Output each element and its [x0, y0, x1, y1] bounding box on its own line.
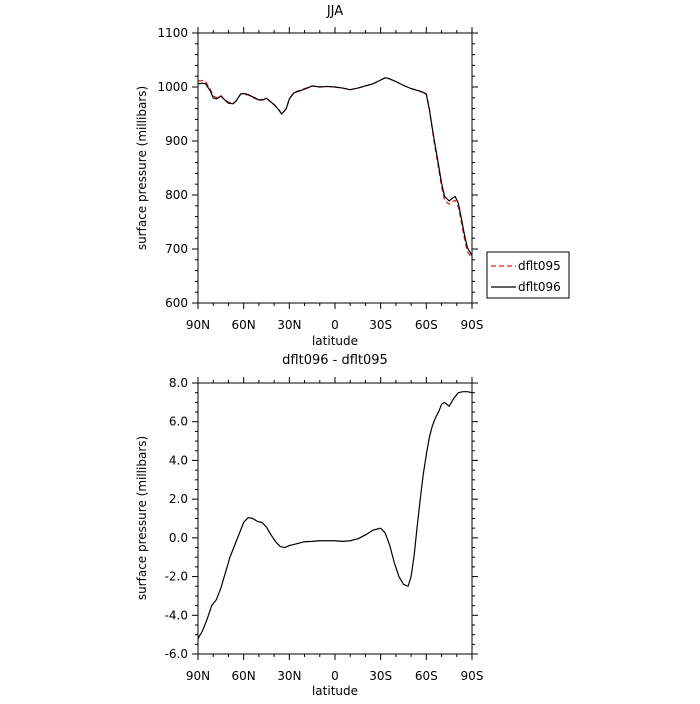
- bottom-chart-plot-frame: [197, 382, 473, 655]
- top-chart-x-tick-label: 90N: [186, 318, 210, 332]
- top-chart-x-tick-label: 60S: [415, 318, 438, 332]
- legend: dflt095 dflt096: [486, 251, 570, 299]
- bottom-chart-y-tick-labels: -6.0 -4.0 -2.0 0.0 2.0 4.0 6.0 8.0: [165, 376, 188, 661]
- legend-label-dflt096: dflt096: [518, 280, 561, 294]
- bottom-chart-x-axis-label: latitude: [312, 684, 358, 698]
- top-chart-panel: JJA 600 700 800 900 1000 1100 90N 60N 30N 0 30S 60…: [135, 4, 570, 348]
- bottom-chart-series-group: [197, 391, 473, 639]
- top-chart-y-tick-label: 700: [165, 242, 188, 256]
- top-chart-y-tick-label: 600: [165, 296, 188, 310]
- bottom-chart-y-tick-label: -6.0: [165, 647, 188, 661]
- bottom-chart-y-tick-label: 4.0: [169, 453, 188, 467]
- bottom-chart-y-tick-label: 8.0: [169, 376, 188, 390]
- top-chart-series-line-dflt095: [197, 77, 473, 260]
- bottom-chart-x-tick-label: 30N: [277, 669, 301, 683]
- top-chart-ticks: [192, 27, 478, 309]
- bottom-chart-y-tick-label: -4.0: [165, 608, 188, 622]
- bottom-chart-x-tick-label: 90N: [186, 669, 210, 683]
- top-chart-y-tick-label: 1000: [157, 80, 188, 94]
- top-chart-x-tick-label: 90S: [461, 318, 484, 332]
- bottom-chart-y-axis-label: surface pressure (millibars): [135, 436, 149, 600]
- top-chart-x-axis-label: latitude: [312, 334, 358, 348]
- top-chart-x-tick-labels: 90N 60N 30N 0 30S 60S 90S: [186, 318, 484, 332]
- top-chart-x-tick-label: 0: [331, 318, 339, 332]
- bottom-chart-x-tick-label: 30S: [369, 669, 392, 683]
- bottom-chart-x-tick-label: 90S: [461, 669, 484, 683]
- bottom-chart-panel: dflt096 - dflt095 -6.0 -4.0 -2.0 0.0 2.0 4.0 6…: [135, 353, 483, 698]
- bottom-chart-y-tick-label: 0.0: [169, 531, 188, 545]
- top-chart-x-tick-label: 30N: [277, 318, 301, 332]
- top-chart-y-tick-label: 900: [165, 134, 188, 148]
- bottom-chart-y-tick-label: -2.0: [165, 570, 188, 584]
- legend-frame: [486, 251, 570, 299]
- bottom-chart-y-tick-label: 2.0: [169, 492, 188, 506]
- bottom-chart-x-tick-label: 60N: [232, 669, 256, 683]
- top-chart-y-tick-label: 800: [165, 188, 188, 202]
- bottom-chart-y-tick-label: 6.0: [169, 415, 188, 429]
- top-chart-series-group: [197, 77, 473, 260]
- bottom-chart-x-tick-label: 60S: [415, 669, 438, 683]
- bottom-chart-title: dflt096 - dflt095: [282, 353, 388, 368]
- top-chart-y-axis-label: surface pressure (millibars): [135, 86, 149, 250]
- bottom-chart-x-tick-labels: 90N 60N 30N 0 30S 60S 90S: [186, 669, 484, 683]
- top-chart-x-tick-label: 30S: [369, 318, 392, 332]
- top-chart-y-tick-label: 1100: [157, 26, 188, 40]
- top-chart-series-line-dflt096: [197, 77, 473, 256]
- top-chart-x-tick-label: 60N: [232, 318, 256, 332]
- top-chart-title: JJA: [326, 4, 343, 19]
- bottom-chart-x-tick-label: 0: [331, 669, 339, 683]
- top-chart-plot-frame: [197, 32, 473, 304]
- bottom-chart-series-line-diff-0: [197, 391, 473, 639]
- legend-label-dflt095: dflt095: [518, 259, 561, 273]
- top-chart-y-tick-labels: 600 700 800 900 1000 1100: [157, 26, 188, 310]
